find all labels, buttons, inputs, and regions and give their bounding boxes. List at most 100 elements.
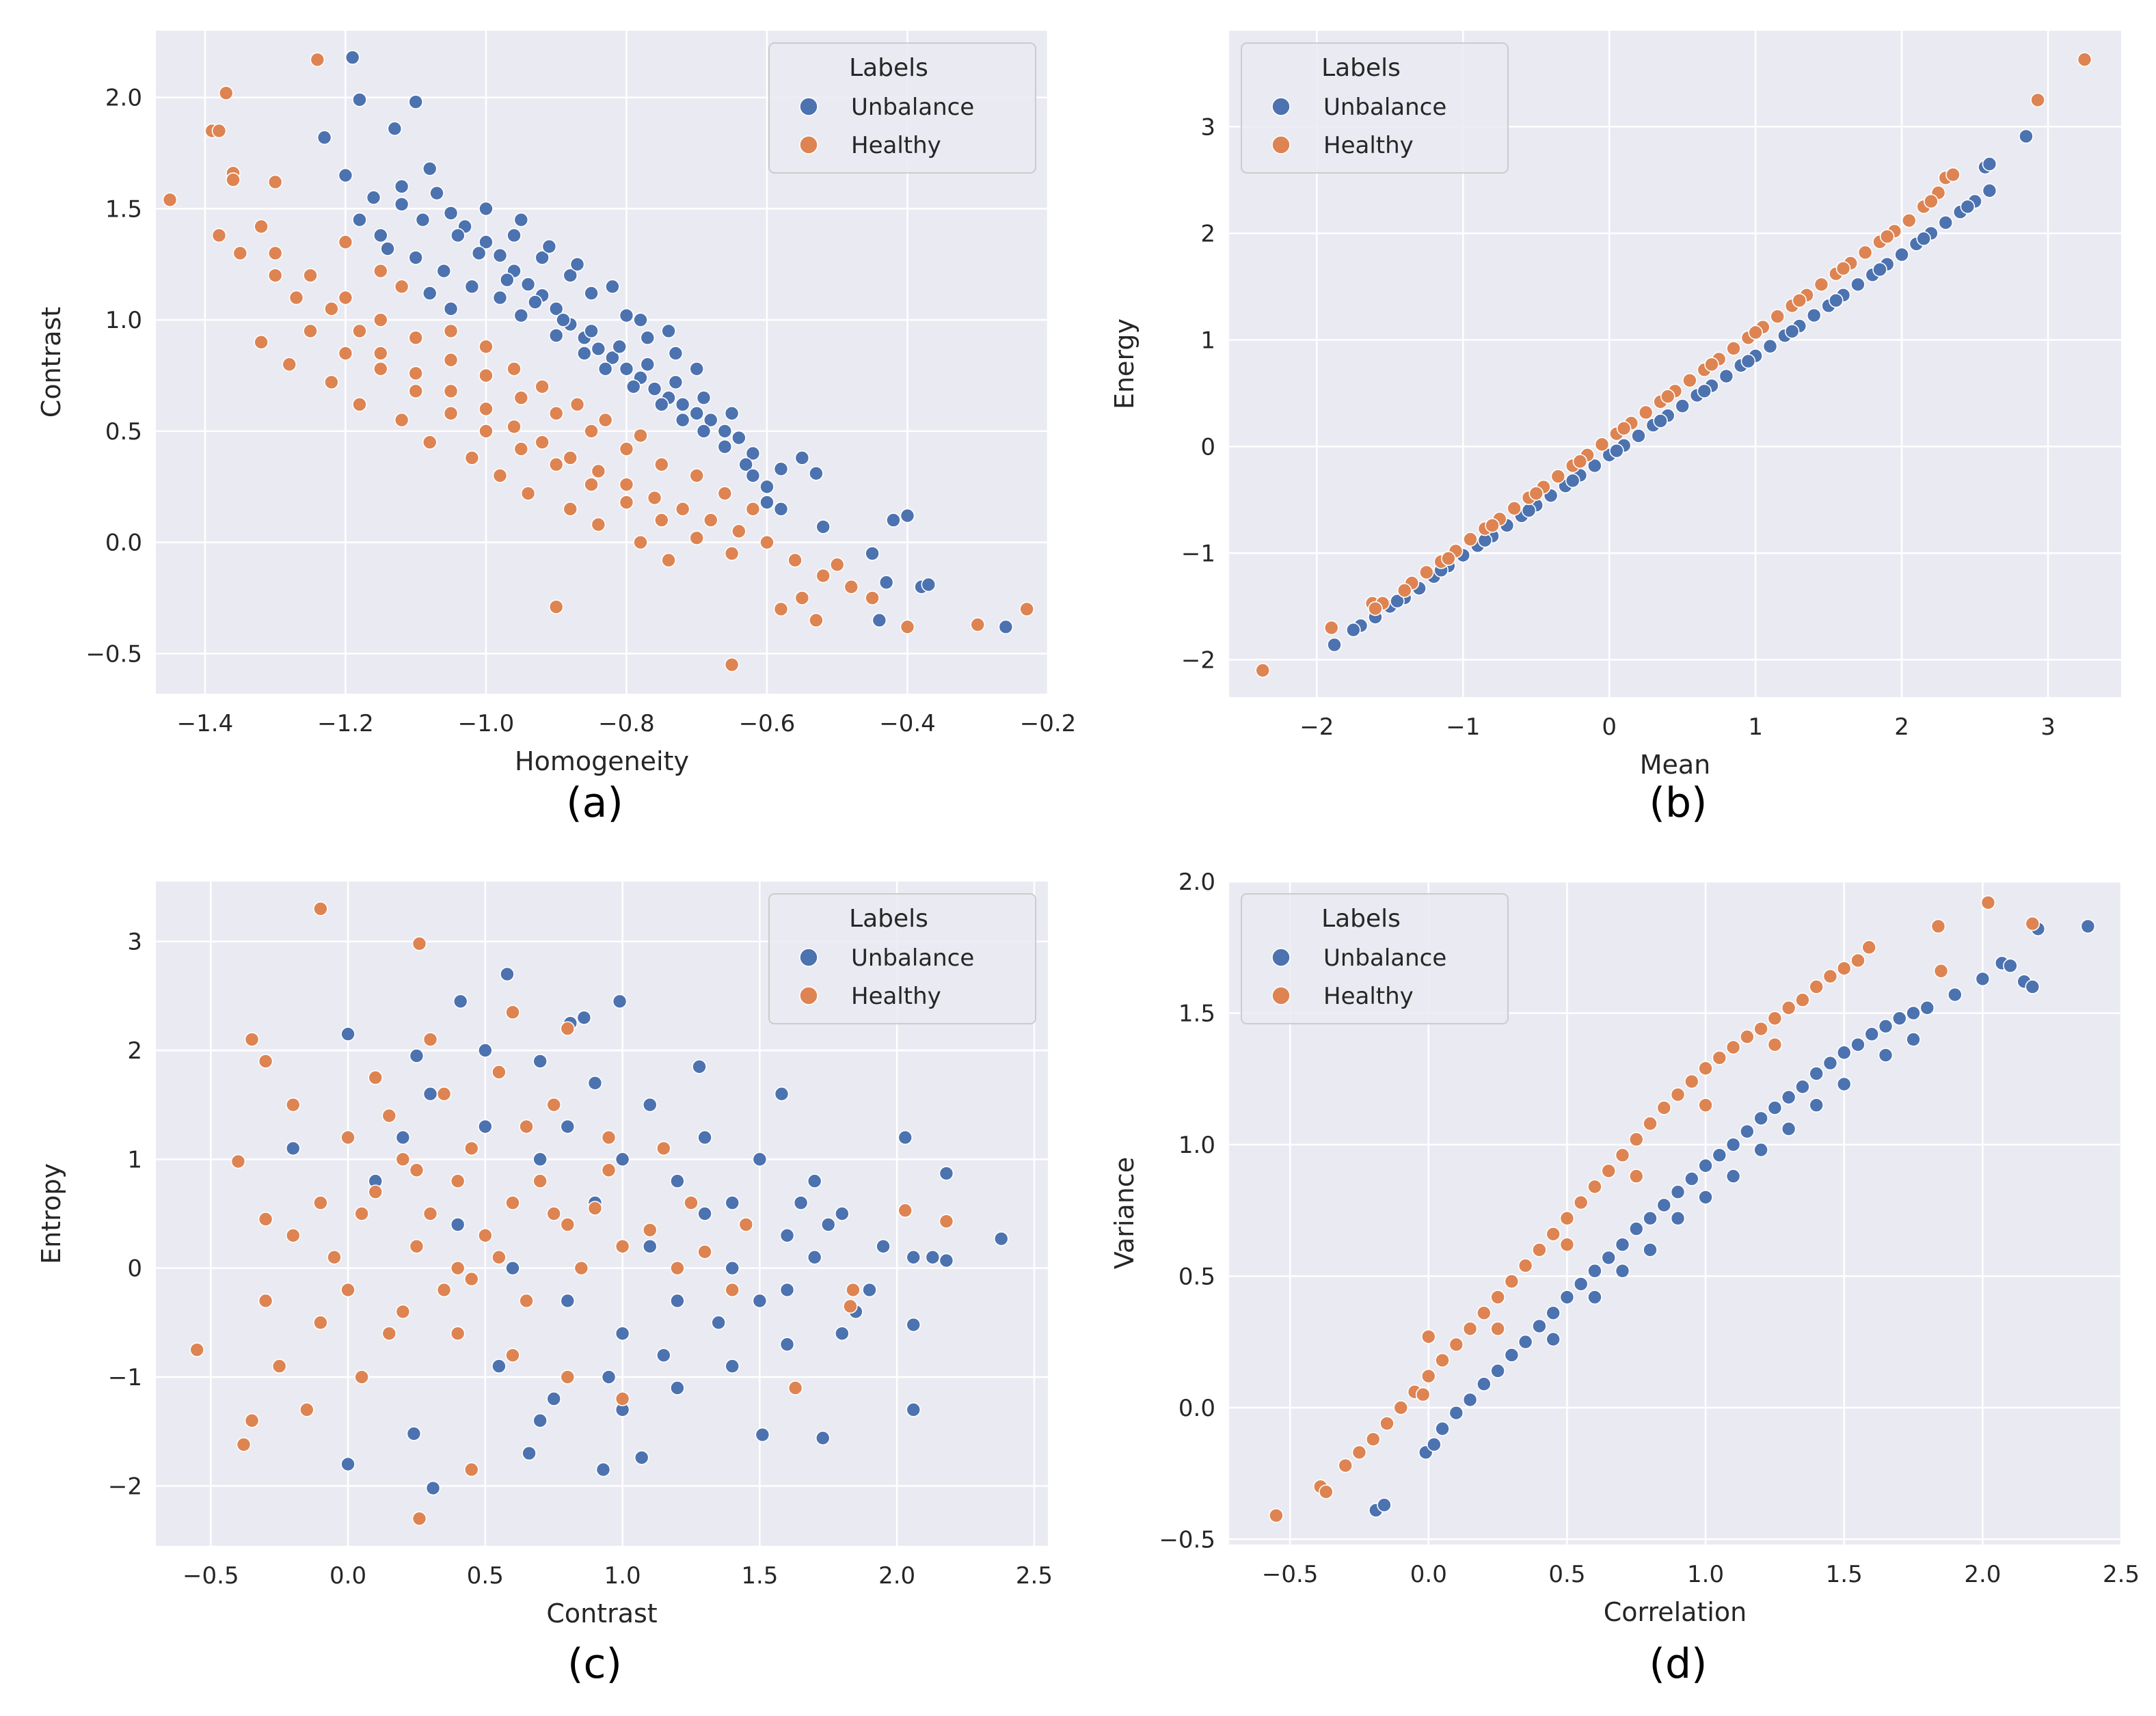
data-point (1725, 1169, 1741, 1184)
data-point (436, 1086, 452, 1102)
data-point (1712, 1050, 1727, 1065)
data-point (878, 575, 894, 590)
data-point (373, 361, 388, 377)
data-point (774, 1086, 790, 1102)
panel-b: −2 −1 0 1 2 3 −2 −1 0 1 2 3 Mean Energy Labels Unbalanc… (1109, 31, 2121, 827)
legend-box (1241, 42, 1509, 174)
data-point (560, 1119, 576, 1134)
data-point (906, 1249, 921, 1265)
data-point (1485, 518, 1500, 533)
data-point (1327, 637, 1342, 653)
data-point (313, 1315, 328, 1331)
data-point (1684, 1171, 1699, 1186)
data-point (605, 350, 620, 366)
data-point (1829, 292, 1844, 308)
x-tick-label: 2.0 (878, 1562, 915, 1590)
data-point (1365, 1432, 1381, 1447)
data-point (1507, 501, 1522, 516)
data-point (1419, 564, 1434, 580)
data-point (615, 1152, 630, 1167)
data-point (479, 234, 494, 250)
data-point (697, 1206, 712, 1221)
data-point (738, 1217, 754, 1232)
data-point (921, 577, 936, 593)
data-point (619, 308, 634, 323)
data-point (394, 197, 409, 212)
data-point (779, 1282, 795, 1298)
data-point (725, 1260, 740, 1276)
data-point (352, 212, 367, 228)
data-point (1587, 458, 1602, 474)
data-point (1269, 1508, 1284, 1523)
data-point (1504, 1348, 1520, 1363)
legend-entry: Unbalance (851, 944, 974, 972)
data-point (285, 1228, 301, 1243)
data-point (236, 1437, 252, 1452)
x-tick-label: 2.0 (1964, 1561, 2001, 1588)
x-tick-label: −0.2 (1020, 710, 1077, 737)
data-point (1704, 357, 1719, 372)
data-point (1609, 443, 1624, 459)
data-point (807, 1173, 822, 1188)
data-point (711, 1315, 726, 1331)
data-point (1697, 383, 1712, 399)
data-point (1836, 1076, 1852, 1092)
data-point (463, 1271, 479, 1287)
data-point (816, 519, 831, 534)
data-point (230, 1154, 246, 1169)
data-point (1795, 1079, 1810, 1095)
data-point (1698, 1190, 1713, 1205)
data-point (313, 901, 328, 916)
data-point (717, 439, 733, 454)
data-point (745, 446, 761, 461)
data-point (211, 228, 227, 243)
data-point (591, 463, 606, 479)
data-point (1338, 1458, 1353, 1473)
data-point (752, 1293, 768, 1309)
data-point (282, 357, 297, 372)
data-point (422, 435, 437, 450)
data-point (1528, 486, 1544, 501)
data-point (1421, 1329, 1436, 1344)
data-point (267, 174, 283, 190)
data-point (1323, 620, 1339, 636)
data-point (471, 245, 487, 261)
panel-label: (b) (1649, 779, 1708, 827)
data-point (1781, 1089, 1796, 1105)
data-point (1615, 1147, 1630, 1163)
data-point (724, 657, 740, 672)
panel-d: −0.5 0.0 0.5 1.0 1.5 2.0 2.5 −0.5 0.0 0.5 1.0 1.5 2.… (1109, 869, 2140, 1688)
x-axis-label: Contrast (546, 1598, 657, 1629)
data-point (1781, 1121, 1796, 1136)
data-point (533, 1152, 548, 1167)
data-point (647, 381, 662, 396)
data-point (303, 323, 318, 339)
data-point (738, 457, 753, 472)
data-point (1546, 1305, 1561, 1321)
legend-marker (799, 97, 818, 116)
data-point (1462, 1392, 1478, 1408)
data-point (759, 534, 774, 550)
data-point (1573, 1277, 1589, 1292)
data-point (1643, 1116, 1658, 1131)
data-point (835, 1326, 850, 1342)
data-point (1864, 1026, 1880, 1042)
data-point (285, 1097, 301, 1113)
data-point (724, 546, 740, 561)
data-point (1504, 1274, 1520, 1289)
legend-marker (1271, 986, 1291, 1005)
data-point (254, 334, 269, 350)
data-point (1770, 309, 1786, 324)
y-tick-label: −1 (108, 1364, 142, 1391)
data-point (415, 212, 431, 228)
legend-marker (1271, 97, 1291, 116)
data-point (1643, 1210, 1658, 1226)
x-tick-label: 1.5 (1826, 1561, 1863, 1588)
legend: Labels Unbalance Healthy (1241, 893, 1509, 1024)
data-point (584, 323, 599, 339)
data-point (1725, 1137, 1741, 1152)
data-point (1822, 1055, 1838, 1071)
data-point (939, 1166, 954, 1181)
data-point (1435, 1352, 1450, 1368)
